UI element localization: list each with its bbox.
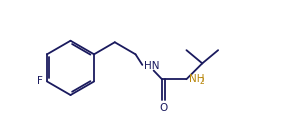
Text: F: F	[37, 76, 42, 86]
Text: O: O	[159, 103, 167, 113]
Text: 2: 2	[199, 77, 204, 86]
Text: HN: HN	[144, 61, 159, 71]
Text: NH: NH	[189, 74, 204, 84]
